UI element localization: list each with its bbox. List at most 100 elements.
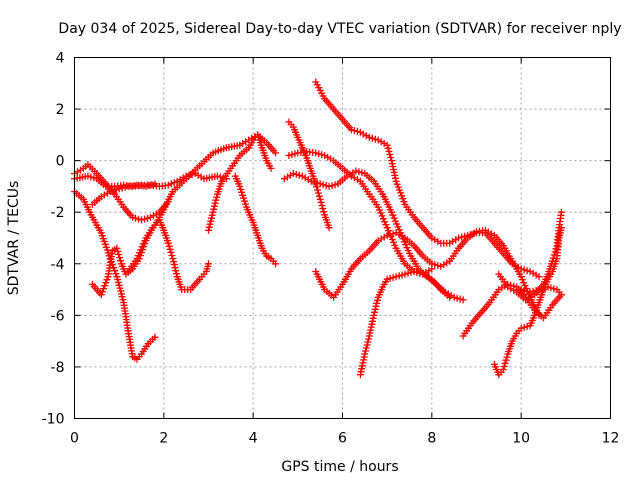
y-tick-label: -4 [51, 257, 65, 273]
data-point [453, 294, 461, 302]
data-point [310, 178, 318, 186]
data-point [312, 149, 320, 157]
x-tick-label: 10 [512, 431, 530, 447]
data-point [385, 147, 393, 155]
grid-lines [74, 57, 611, 419]
data-point [315, 150, 323, 158]
series-arc-18 [517, 283, 565, 299]
data-point [350, 127, 358, 135]
data-point [109, 187, 117, 195]
data-point [164, 239, 172, 247]
series-arc-17 [495, 208, 565, 304]
data-point [557, 291, 565, 299]
data-point [523, 267, 531, 275]
data-point [390, 238, 397, 246]
data-point [401, 270, 409, 278]
series-arc-16 [490, 224, 565, 379]
data-point [446, 293, 454, 301]
data-point [210, 205, 218, 213]
data-point [207, 217, 215, 225]
series-arc-2 [71, 161, 172, 224]
data-point [384, 227, 392, 235]
data-point [431, 261, 439, 269]
data-point [118, 184, 126, 192]
data-point [114, 247, 122, 255]
data-point [320, 208, 328, 216]
data-point [386, 231, 394, 239]
data-point [535, 273, 543, 281]
data-point [365, 335, 373, 343]
data-point [355, 168, 363, 176]
data-point [541, 284, 549, 292]
data-point [325, 182, 333, 190]
data-point [526, 288, 534, 296]
data-point [100, 285, 107, 293]
data-point [407, 268, 415, 276]
series-arc-15 [459, 280, 565, 340]
data-point [112, 186, 120, 194]
data-point [313, 179, 321, 187]
series-arc-10 [280, 167, 467, 304]
data-point [458, 233, 466, 241]
series-arc-14 [356, 268, 454, 379]
data-point [238, 188, 246, 196]
data-point [112, 270, 120, 278]
series-arc-7 [205, 131, 275, 234]
data-point [379, 215, 387, 223]
data-point [386, 151, 394, 158]
data-point [106, 188, 114, 196]
data-point [520, 266, 528, 274]
data-point [395, 272, 403, 280]
data-point [352, 167, 360, 175]
data-point [502, 356, 510, 364]
data-point [206, 220, 214, 228]
data-point [141, 215, 148, 223]
data-point [135, 215, 142, 223]
data-point [386, 274, 394, 282]
data-point [365, 133, 373, 141]
series-arc-13 [312, 226, 543, 319]
data-point [347, 126, 355, 134]
data-point [387, 154, 395, 161]
data-point [390, 214, 398, 222]
chart-title: Day 034 of 2025, Sidereal Day-to-day VTE… [58, 21, 621, 37]
data-point [211, 199, 219, 207]
y-tick-label: -10 [42, 412, 65, 428]
data-point [434, 262, 442, 269]
data-point [172, 267, 180, 275]
data-point [314, 186, 321, 194]
data-point [208, 214, 215, 222]
data-point [557, 208, 565, 216]
data-point [364, 338, 372, 346]
data-point [389, 230, 397, 238]
x-tick-label: 2 [159, 431, 168, 447]
data-point [138, 216, 145, 224]
data-point [209, 208, 217, 216]
data-point [117, 257, 124, 265]
data-point [164, 181, 172, 189]
data-point [404, 247, 412, 254]
data-point [372, 302, 380, 310]
data-point [325, 224, 333, 232]
data-point [113, 244, 121, 252]
data-point [151, 180, 159, 188]
data-point [374, 296, 381, 304]
series-arc-5 [88, 216, 212, 299]
data-point [116, 254, 124, 262]
data-point [382, 221, 390, 229]
data-point [236, 182, 244, 190]
data-point [98, 288, 106, 296]
data-point [267, 164, 275, 172]
data-point [101, 282, 109, 290]
series-arc-1 [71, 188, 159, 363]
data-point [499, 366, 507, 373]
data-point [538, 285, 546, 293]
data-point [371, 305, 379, 313]
data-point [503, 353, 511, 361]
data-point [392, 273, 400, 281]
series-arc-8 [231, 172, 279, 268]
data-point [363, 341, 371, 349]
data-point [371, 308, 378, 316]
data-point [314, 189, 322, 197]
data-point [319, 205, 327, 213]
